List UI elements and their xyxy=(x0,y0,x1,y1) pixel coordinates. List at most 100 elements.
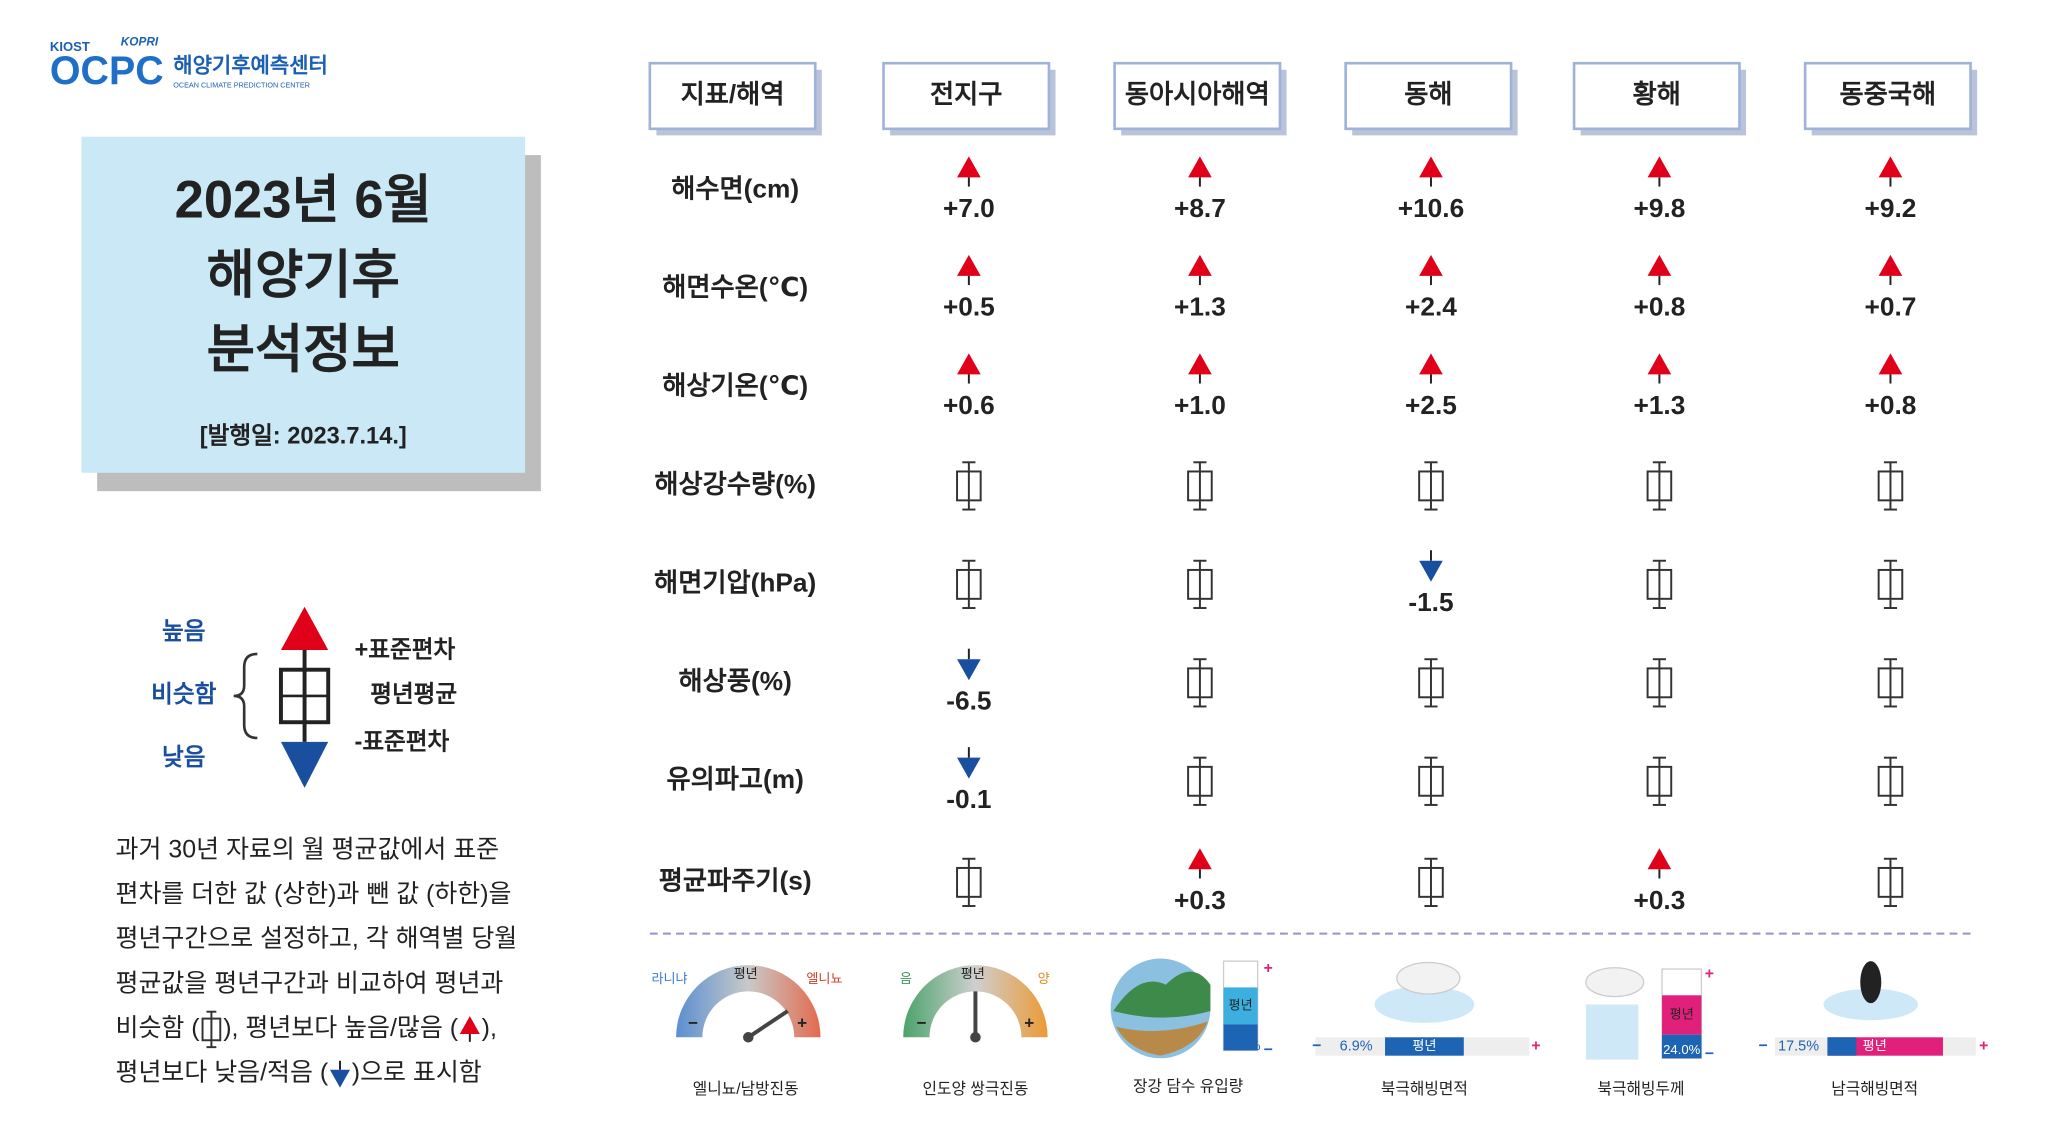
cell-value: +2.5 xyxy=(1405,390,1457,420)
row-label: 해수면(cm) xyxy=(671,173,799,203)
arrow-up xyxy=(1188,254,1212,276)
description-text: ), 평년보다 높음/많음 ( xyxy=(223,1014,458,1042)
row-label: 해면수온(℃) xyxy=(662,272,808,302)
ice xyxy=(1374,986,1475,1023)
cell-value: +0.3 xyxy=(1633,885,1685,915)
cell xyxy=(1877,559,1904,609)
similar-box xyxy=(956,866,982,898)
row-label: 해상풍(%) xyxy=(679,666,792,696)
arrow-up xyxy=(1419,353,1443,375)
cell: +1.3 xyxy=(1633,353,1685,420)
cell: +1.0 xyxy=(1174,353,1226,420)
legend-high: 높음 xyxy=(162,618,205,645)
gauge-low: 라니냐 xyxy=(651,971,687,986)
cell: +0.8 xyxy=(1865,353,1916,420)
cell-value: +0.6 xyxy=(943,390,995,420)
cell: +8.7 xyxy=(1174,156,1226,223)
title-line: 해양기후 xyxy=(207,245,400,304)
header-label: 동해 xyxy=(1404,79,1452,109)
arrow-down xyxy=(1419,560,1443,582)
river-soil xyxy=(1115,1021,1208,1056)
arrow-up xyxy=(957,156,981,178)
similar-box xyxy=(1646,568,1673,600)
legend-up xyxy=(280,606,329,651)
title-line: 2023년 6월 xyxy=(175,171,432,230)
cell: +1.3 xyxy=(1174,254,1226,322)
cell xyxy=(1877,658,1904,708)
legend: 높음 비슷함 낮음 +표준편차 평년평균 -표준편차 xyxy=(151,606,457,788)
cell-value: -6.5 xyxy=(946,685,991,715)
row-label: 해상강수량(%) xyxy=(654,469,816,499)
similar-box xyxy=(201,1017,222,1042)
indicator-label: 장강 담수 유입량 xyxy=(1133,1077,1243,1095)
description-text: ), xyxy=(482,1014,497,1042)
cell: -1.5 xyxy=(1408,550,1454,617)
cell: -6.5 xyxy=(946,648,991,715)
gauge-plus: + xyxy=(797,1014,807,1033)
description-text: 과거 30년 자료의 월 평균값에서 표준 xyxy=(116,835,500,863)
logo: KIOST KOPRI OCPC 해양기후예측센터 OCEAN CLIMATE … xyxy=(50,34,328,93)
logo-acronym: OCPC xyxy=(50,49,164,93)
row-label: 평균파주기(s) xyxy=(659,865,812,895)
gauge xyxy=(903,965,1048,1038)
cell-value: +1.3 xyxy=(1174,292,1226,322)
cell: +7.0 xyxy=(943,156,995,223)
bar-minus: − xyxy=(1759,1038,1768,1055)
cell: +9.8 xyxy=(1633,156,1685,223)
similar-box xyxy=(1877,765,1904,797)
arrow-up xyxy=(1419,254,1443,276)
river-land xyxy=(1113,971,1211,1018)
cell xyxy=(1418,756,1444,806)
arrow-down xyxy=(329,1069,351,1088)
bar-value: 33.6% xyxy=(1223,1038,1261,1053)
arrow-up xyxy=(957,353,981,375)
cell-value: +9.2 xyxy=(1865,193,1917,223)
header-label: 동중국해 xyxy=(1840,79,1937,109)
cell: +10.6 xyxy=(1398,156,1464,223)
bar-fill xyxy=(1827,1037,1857,1056)
header-label: 황해 xyxy=(1633,79,1681,109)
logo-name-en: OCEAN CLIMATE PREDICTION CENTER xyxy=(173,80,310,89)
cell xyxy=(1418,658,1444,708)
cell: +9.2 xyxy=(1865,156,1917,223)
cell-value: +7.0 xyxy=(943,193,995,223)
cell-value: +9.8 xyxy=(1633,193,1685,223)
indicator-label: 남극해빙면적 xyxy=(1831,1080,1918,1098)
cell-value: +1.0 xyxy=(1174,390,1226,420)
cell xyxy=(956,857,982,908)
bear xyxy=(1585,967,1645,998)
indicator-label: 북극해빙두께 xyxy=(1598,1080,1685,1098)
cell: +0.3 xyxy=(1633,848,1685,915)
similar-box xyxy=(1646,667,1673,699)
cell: +0.6 xyxy=(943,353,995,420)
arrow-up xyxy=(1647,353,1672,375)
bar-value: 24.0% xyxy=(1663,1042,1701,1057)
logo-org: KOPRI xyxy=(121,34,159,48)
bar-normal-label: 평년 xyxy=(1863,1038,1887,1053)
gauge-low: 음 xyxy=(900,971,912,986)
bar-normal xyxy=(1223,987,1258,1025)
indicator-label: 엘니뇨/남방진동 xyxy=(693,1080,799,1098)
cell-value: -1.5 xyxy=(1408,587,1453,617)
gauge-plus: + xyxy=(1024,1014,1034,1033)
similar-box xyxy=(956,568,982,600)
bar-plus: + xyxy=(1979,1038,1988,1055)
arrow-up xyxy=(1878,156,1903,178)
cell: +0.8 xyxy=(1633,254,1685,322)
arrow-down xyxy=(957,659,981,681)
issue-date: [발행일: 2023.7.14.] xyxy=(200,423,407,450)
cell xyxy=(1646,559,1673,609)
cell: +0.3 xyxy=(1174,848,1226,915)
cell xyxy=(1187,658,1213,708)
similar-box xyxy=(1418,765,1444,797)
indicator-label: 북극해빙면적 xyxy=(1381,1080,1468,1098)
cell xyxy=(1418,461,1444,511)
gauge-normal: 평년 xyxy=(734,966,758,981)
similar-box xyxy=(1646,765,1673,797)
legend-down xyxy=(280,741,329,788)
row-label: 해상기온(℃) xyxy=(662,370,808,400)
bar-normal-label: 평년 xyxy=(1229,997,1253,1012)
cell-value: +10.6 xyxy=(1398,193,1464,223)
cell xyxy=(1646,658,1673,708)
